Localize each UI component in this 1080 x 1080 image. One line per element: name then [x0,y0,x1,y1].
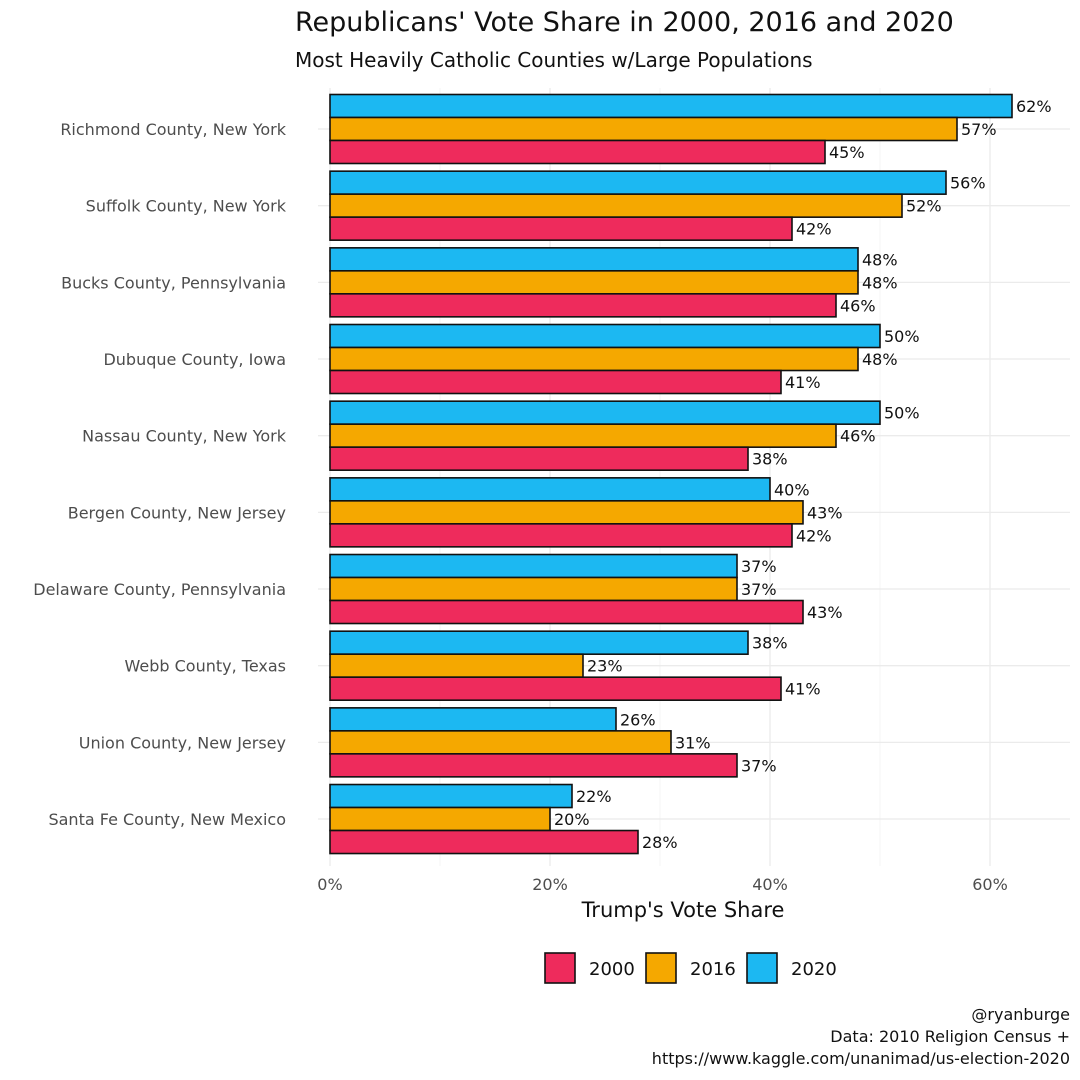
data-label: 38% [752,634,788,653]
bar-2000 [329,676,782,701]
data-label: 56% [950,174,986,193]
legend-swatch-2016 [645,952,677,984]
bar-2000 [329,216,793,241]
category-label: Delaware County, Pennsylvania [33,580,286,599]
data-label: 41% [785,680,821,699]
bar-2016 [329,500,804,525]
data-label: 62% [1016,97,1052,116]
x-tick-label: 60% [972,875,1008,894]
bar-2020 [329,93,1013,119]
data-label: 45% [829,143,865,162]
bar-2016 [329,423,837,448]
data-label: 43% [807,503,843,522]
data-label: 23% [587,657,623,676]
bar-2016 [329,193,903,218]
data-label: 26% [620,710,656,729]
data-label: 22% [576,787,612,806]
data-label: 40% [774,480,810,499]
data-label: 43% [807,603,843,622]
bar-2000 [329,523,793,548]
bar-2020 [329,247,859,272]
bar-2016 [329,653,584,678]
category-label: Richmond County, New York [60,120,286,139]
chart-title: Republicans' Vote Share in 2000, 2016 an… [295,7,954,38]
category-label: Santa Fe County, New Mexico [48,810,286,829]
bar-2000 [329,599,804,625]
data-labels: 62% 57% 45% 56% 52% 42% 48% 48% 46% 50% 48% 41% 50% 4… [554,97,1052,852]
data-label: 37% [741,580,777,599]
data-label: 20% [554,810,590,829]
chart-subtitle: Most Heavily Catholic Counties w/Large P… [295,48,813,72]
data-label: 48% [862,273,898,292]
bar-2016 [329,806,551,832]
bar-2000 [329,829,639,855]
bar-2020 [329,323,881,349]
data-label: 28% [642,833,678,852]
data-label: 48% [862,250,898,269]
x-tick-label: 40% [752,875,788,894]
x-tick-label: 0% [317,875,342,894]
bar-2020 [329,400,881,425]
legend-label: 2000 [589,959,635,980]
bar-2016 [329,346,859,372]
bar-2000 [329,446,749,471]
legend-swatch-2000 [544,952,576,984]
bar-2020 [329,707,617,732]
data-label: 42% [796,220,832,239]
legend-label: 2016 [690,959,736,980]
bar-2020 [329,630,749,655]
legend-swatch-2020 [746,952,778,984]
legend-label: 2020 [791,959,837,980]
data-label: 38% [752,450,788,469]
data-label: 50% [884,327,920,346]
bar-2000 [329,139,826,165]
caption-line: Data: 2010 Religion Census + [830,1027,1070,1046]
data-label: 31% [675,733,711,752]
data-label: 48% [862,350,898,369]
category-label: Nassau County, New York [82,427,287,446]
category-label: Webb County, Texas [124,657,286,676]
legend: 2000 2016 2020 [544,952,837,984]
bar-2020 [329,170,947,195]
bar-2000 [329,293,837,318]
category-label: Bucks County, Pennsylvania [61,273,286,292]
bar-2016 [329,116,958,142]
bar-2016 [329,730,672,755]
data-label: 46% [840,427,876,446]
data-label: 37% [741,756,777,775]
data-label: 41% [785,373,821,392]
data-label: 57% [961,120,997,139]
category-label: Union County, New Jersey [79,733,286,752]
bar-2016 [329,576,738,602]
category-label: Suffolk County, New York [86,197,287,216]
x-axis-ticks: 0% 20% 40% 60% [317,875,1007,894]
bar-2016 [329,270,859,295]
bar-2020 [329,477,771,502]
category-label: Bergen County, New Jersey [68,503,286,522]
caption-line: @ryanburge [971,1005,1070,1024]
bar-2000 [329,753,738,778]
data-label: 37% [741,557,777,576]
data-label: 42% [796,526,832,545]
category-labels: Richmond County, New York Suffolk County,… [33,120,286,829]
data-label: 52% [906,197,942,216]
category-label: Dubuque County, Iowa [103,350,286,369]
x-tick-label: 20% [532,875,568,894]
caption-line: https://www.kaggle.com/unanimad/us-elect… [652,1049,1070,1068]
x-axis-title: Trump's Vote Share [581,898,785,922]
bar-2020 [329,783,573,809]
data-label: 50% [884,404,920,423]
data-label: 46% [840,296,876,315]
caption: @ryanburge Data: 2010 Religion Census + ht… [652,1005,1070,1068]
bar-2020 [329,553,738,579]
bar-2000 [329,369,782,395]
bars [329,93,1013,855]
